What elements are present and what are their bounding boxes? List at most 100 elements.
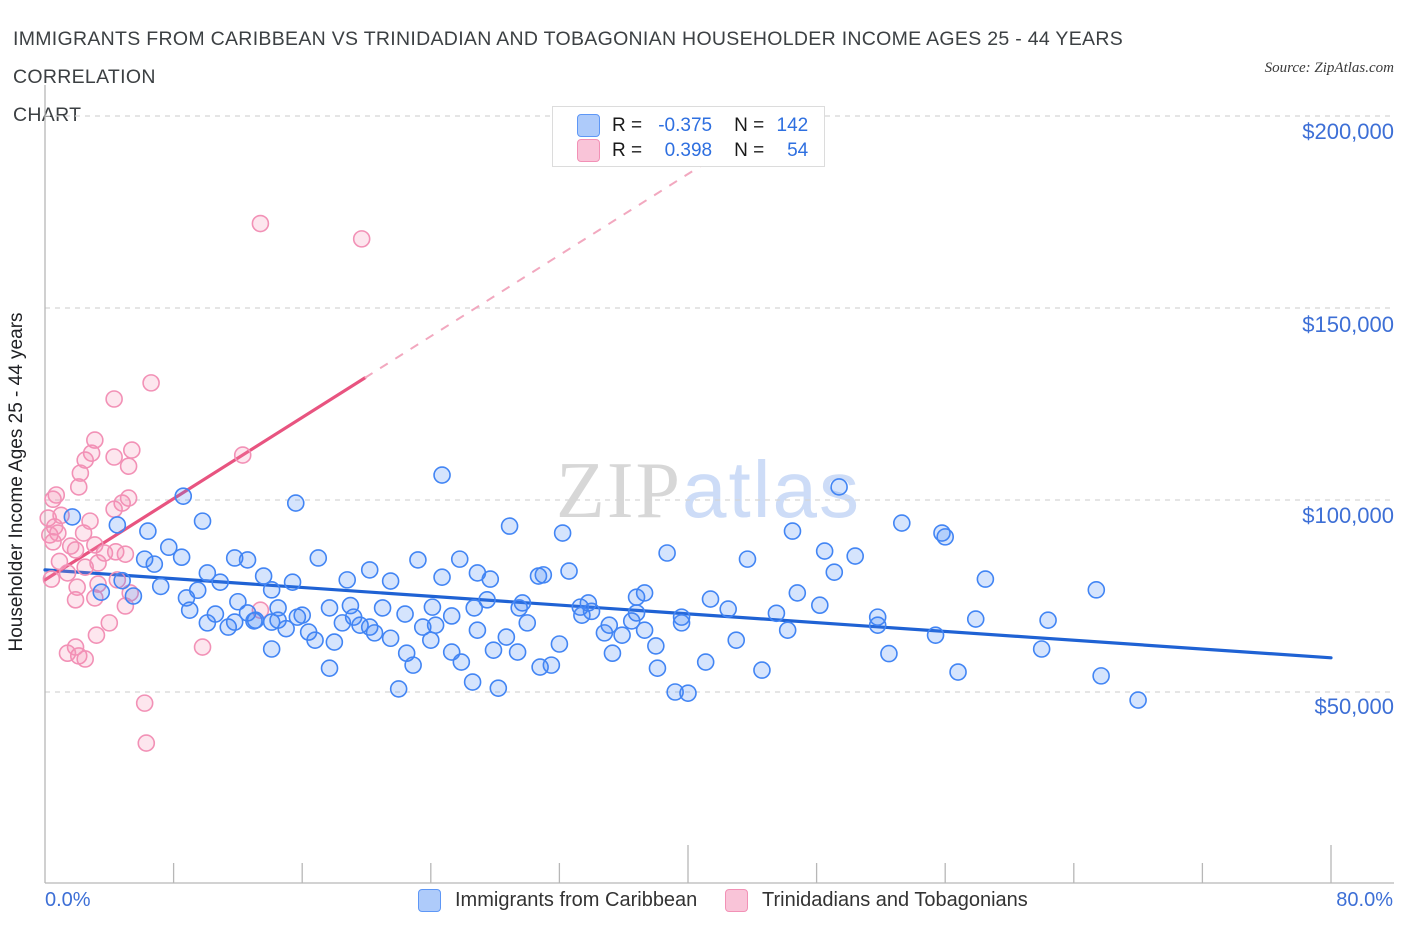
data-point-blue[interactable]: [306, 631, 324, 649]
data-point-blue[interactable]: [518, 614, 537, 632]
data-point-blue[interactable]: [582, 602, 601, 621]
data-point-blue[interactable]: [151, 577, 170, 596]
data-point-blue[interactable]: [198, 564, 217, 582]
data-point-blue[interactable]: [595, 624, 614, 642]
data-point-blue[interactable]: [433, 568, 451, 586]
data-point-pink[interactable]: [71, 464, 90, 482]
data-point-blue[interactable]: [783, 522, 802, 540]
data-point-blue[interactable]: [811, 596, 829, 615]
data-point-blue[interactable]: [949, 663, 967, 681]
data-point-pink[interactable]: [137, 734, 156, 752]
data-point-blue[interactable]: [489, 679, 508, 697]
data-point-pink[interactable]: [76, 650, 94, 668]
data-point-blue[interactable]: [892, 514, 911, 532]
data-point-pink[interactable]: [66, 591, 85, 609]
data-point-blue[interactable]: [433, 466, 451, 484]
data-point-blue[interactable]: [635, 621, 654, 639]
data-point-blue[interactable]: [603, 644, 622, 663]
data-point-blue[interactable]: [409, 551, 427, 569]
data-point-blue[interactable]: [341, 596, 360, 615]
data-point-pink[interactable]: [76, 558, 94, 577]
data-point-blue[interactable]: [262, 581, 281, 599]
data-point-blue[interactable]: [225, 549, 244, 567]
data-point-blue[interactable]: [254, 567, 273, 585]
data-point-blue[interactable]: [622, 612, 641, 630]
data-point-pink[interactable]: [50, 552, 69, 571]
data-point-blue[interactable]: [484, 641, 503, 659]
data-point-blue[interactable]: [145, 555, 164, 573]
data-point-pink[interactable]: [119, 457, 138, 476]
data-point-blue[interactable]: [238, 551, 257, 569]
data-point-blue[interactable]: [63, 508, 82, 526]
data-point-blue[interactable]: [880, 644, 898, 663]
data-point-blue[interactable]: [159, 538, 178, 557]
data-point-pink[interactable]: [58, 644, 77, 663]
data-point-blue[interactable]: [553, 524, 572, 542]
data-point-blue[interactable]: [627, 588, 646, 606]
data-point-blue[interactable]: [825, 563, 844, 581]
data-point-blue[interactable]: [510, 599, 529, 617]
data-point-pink[interactable]: [49, 524, 67, 542]
data-point-blue[interactable]: [193, 512, 212, 530]
data-point-blue[interactable]: [550, 635, 569, 653]
data-point-blue[interactable]: [465, 599, 484, 617]
data-point-blue[interactable]: [696, 653, 715, 671]
data-point-blue[interactable]: [320, 659, 339, 677]
data-point-pink[interactable]: [251, 601, 270, 620]
data-point-blue[interactable]: [404, 656, 422, 674]
data-point-blue[interactable]: [172, 548, 191, 567]
data-point-blue[interactable]: [738, 550, 757, 568]
data-point-blue[interactable]: [389, 680, 408, 698]
data-point-blue[interactable]: [108, 516, 127, 534]
data-point-blue[interactable]: [542, 656, 561, 674]
data-point-blue[interactable]: [381, 629, 400, 648]
data-point-blue[interactable]: [139, 522, 157, 540]
data-point-pink[interactable]: [135, 694, 154, 712]
data-point-blue[interactable]: [560, 562, 578, 580]
data-point-blue[interactable]: [529, 567, 548, 585]
data-point-blue[interactable]: [92, 583, 111, 601]
data-point-pink[interactable]: [105, 448, 123, 466]
data-point-blue[interactable]: [211, 573, 230, 591]
data-point-blue[interactable]: [1092, 667, 1110, 685]
data-point-blue[interactable]: [421, 631, 440, 649]
data-point-blue[interactable]: [573, 606, 591, 625]
data-point-blue[interactable]: [452, 653, 471, 671]
data-point-blue[interactable]: [286, 494, 305, 512]
data-point-blue[interactable]: [113, 571, 131, 590]
data-point-blue[interactable]: [229, 592, 247, 611]
data-point-blue[interactable]: [868, 616, 887, 634]
data-point-pink[interactable]: [39, 509, 58, 527]
data-point-blue[interactable]: [966, 610, 985, 628]
data-point-blue[interactable]: [976, 570, 995, 588]
data-point-blue[interactable]: [936, 528, 955, 546]
data-point-pink[interactable]: [61, 537, 80, 555]
data-point-pink[interactable]: [193, 638, 212, 656]
data-point-blue[interactable]: [188, 581, 207, 600]
data-point-blue[interactable]: [381, 572, 400, 590]
data-point-blue[interactable]: [672, 614, 691, 632]
data-point-blue[interactable]: [497, 628, 516, 646]
data-point-pink[interactable]: [68, 578, 86, 596]
data-point-pink[interactable]: [42, 570, 61, 588]
data-point-blue[interactable]: [846, 547, 864, 565]
data-point-blue[interactable]: [778, 621, 797, 639]
data-point-blue[interactable]: [360, 561, 379, 579]
data-point-blue[interactable]: [648, 659, 667, 677]
data-point-blue[interactable]: [613, 626, 631, 644]
data-point-pink[interactable]: [105, 500, 123, 519]
data-point-blue[interactable]: [283, 573, 302, 591]
data-point-blue[interactable]: [423, 598, 442, 616]
data-point-pink[interactable]: [352, 230, 371, 248]
data-point-blue[interactable]: [727, 631, 746, 649]
data-point-pink[interactable]: [44, 490, 62, 509]
data-point-blue[interactable]: [468, 621, 487, 639]
data-point-blue[interactable]: [135, 550, 154, 568]
data-point-blue[interactable]: [1039, 611, 1057, 629]
data-point-blue[interactable]: [1087, 581, 1106, 599]
data-point-pink[interactable]: [251, 214, 270, 233]
data-point-pink[interactable]: [105, 390, 123, 408]
data-point-pink[interactable]: [44, 533, 62, 551]
data-point-blue[interactable]: [679, 684, 697, 702]
data-point-blue[interactable]: [262, 640, 281, 658]
